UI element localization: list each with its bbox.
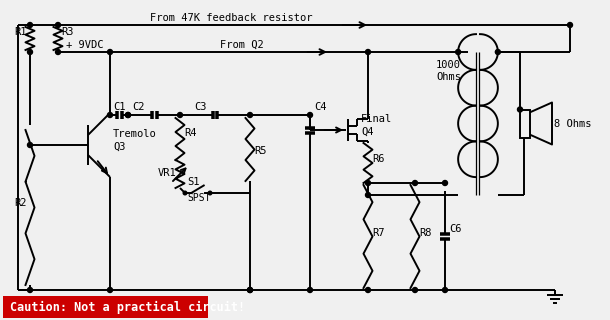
Circle shape bbox=[365, 50, 370, 54]
Circle shape bbox=[126, 113, 131, 117]
Text: C2: C2 bbox=[132, 102, 145, 112]
Text: R6: R6 bbox=[372, 154, 384, 164]
Text: Caution: Not a practical circuit!: Caution: Not a practical circuit! bbox=[10, 300, 245, 314]
Circle shape bbox=[27, 142, 32, 148]
Text: C6: C6 bbox=[449, 225, 462, 235]
Text: R3: R3 bbox=[61, 27, 73, 36]
Circle shape bbox=[178, 113, 182, 117]
Circle shape bbox=[412, 180, 417, 186]
Text: From Q2: From Q2 bbox=[220, 40, 264, 50]
Circle shape bbox=[307, 287, 312, 292]
Circle shape bbox=[365, 193, 370, 197]
Circle shape bbox=[27, 287, 32, 292]
Circle shape bbox=[27, 22, 32, 28]
Text: Q4: Q4 bbox=[361, 127, 373, 137]
Text: R5: R5 bbox=[254, 146, 267, 156]
Text: C3: C3 bbox=[194, 102, 207, 112]
Circle shape bbox=[248, 287, 253, 292]
Circle shape bbox=[56, 22, 60, 28]
Circle shape bbox=[208, 191, 212, 195]
Circle shape bbox=[442, 180, 448, 186]
Text: C4: C4 bbox=[314, 102, 326, 112]
Circle shape bbox=[567, 22, 573, 28]
Circle shape bbox=[517, 107, 523, 112]
Circle shape bbox=[107, 287, 112, 292]
Text: SPST: SPST bbox=[187, 193, 210, 203]
Text: 1000: 1000 bbox=[436, 60, 461, 70]
Circle shape bbox=[27, 50, 32, 54]
Circle shape bbox=[495, 50, 500, 54]
Circle shape bbox=[248, 287, 253, 292]
Text: + 9VDC: + 9VDC bbox=[66, 40, 104, 50]
Circle shape bbox=[307, 113, 312, 117]
Text: From 47K feedback resistor: From 47K feedback resistor bbox=[150, 13, 312, 23]
Text: S1: S1 bbox=[187, 177, 199, 187]
Circle shape bbox=[107, 50, 112, 54]
Text: Q3: Q3 bbox=[113, 142, 126, 152]
Bar bbox=[520, 109, 530, 138]
Text: Final: Final bbox=[361, 114, 392, 124]
Text: 8 Ohms: 8 Ohms bbox=[554, 118, 592, 129]
Circle shape bbox=[365, 287, 370, 292]
FancyBboxPatch shape bbox=[3, 296, 208, 318]
Text: R7: R7 bbox=[372, 228, 384, 238]
Circle shape bbox=[107, 113, 112, 117]
Circle shape bbox=[248, 113, 253, 117]
Text: R4: R4 bbox=[184, 127, 196, 138]
Circle shape bbox=[456, 50, 461, 54]
Text: Tremolo: Tremolo bbox=[113, 129, 157, 139]
Circle shape bbox=[365, 180, 370, 186]
Text: C1: C1 bbox=[113, 102, 126, 112]
Text: R8: R8 bbox=[419, 228, 431, 238]
Circle shape bbox=[126, 113, 131, 117]
Text: VR1: VR1 bbox=[158, 168, 177, 178]
Text: Ohms: Ohms bbox=[436, 72, 461, 82]
Circle shape bbox=[183, 191, 187, 195]
Circle shape bbox=[56, 50, 60, 54]
Circle shape bbox=[442, 287, 448, 292]
Text: R2: R2 bbox=[14, 197, 26, 207]
Circle shape bbox=[412, 287, 417, 292]
Text: R1: R1 bbox=[14, 27, 26, 36]
